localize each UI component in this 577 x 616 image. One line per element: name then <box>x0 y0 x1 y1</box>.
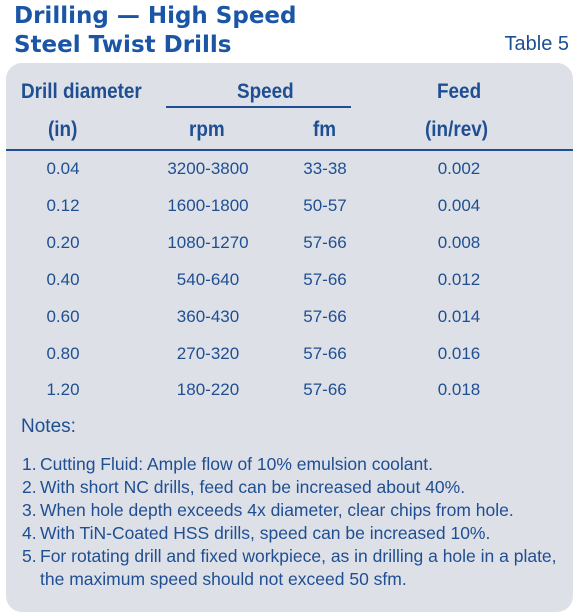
note-item: 4. With TiN-Coated HSS drills, speed can… <box>22 522 570 545</box>
header-drill-diameter: Drill diameter <box>21 80 142 103</box>
cell-diameter: 0.80 <box>46 344 80 363</box>
cell-diameter: 1.20 <box>46 380 80 399</box>
cell-fm: 57-66 <box>303 380 347 399</box>
cell-diameter: 0.40 <box>46 270 80 289</box>
cell-rpm: 3200-3800 <box>167 159 249 178</box>
note-number: 1. <box>22 454 37 474</box>
note-item: 1. Cutting Fluid: Ample flow of 10% emul… <box>22 453 570 476</box>
header-fm: fm <box>313 118 337 141</box>
cell-fm: 57-66 <box>303 270 347 289</box>
cell-rpm: 270-320 <box>176 344 240 363</box>
cell-fm: 33-38 <box>303 159 347 178</box>
header-rule <box>6 149 573 151</box>
header-rpm: rpm <box>189 118 225 141</box>
note-number: 3. <box>22 500 37 520</box>
note-number: 2. <box>22 477 37 497</box>
cell-feed: 0.002 <box>437 159 481 178</box>
cell-diameter: 0.04 <box>46 159 80 178</box>
cell-feed: 0.012 <box>437 270 481 289</box>
note-item: 2. With short NC drills, feed can be inc… <box>22 476 570 499</box>
table-label: Table 5 <box>504 33 570 55</box>
cell-rpm: 180-220 <box>176 380 240 399</box>
cell-diameter: 0.60 <box>46 307 80 326</box>
note-number: 5. <box>22 546 37 566</box>
note-number: 4. <box>22 523 37 543</box>
title-line-1: Drilling — High Speed <box>14 3 297 29</box>
note-item: 5. For rotating drill and fixed workpiec… <box>22 545 570 591</box>
page-title: Drilling — High Speed Steel Twist Drills <box>14 2 297 60</box>
cell-fm: 57-66 <box>303 307 347 326</box>
cell-fm: 50-57 <box>303 196 347 215</box>
cell-feed: 0.008 <box>437 233 481 252</box>
cell-rpm: 1080-1270 <box>167 233 249 252</box>
cell-feed: 0.016 <box>437 344 481 363</box>
header-drill-unit: (in) <box>48 118 78 141</box>
header-feed: Feed <box>437 80 482 103</box>
header-speed: Speed <box>237 80 294 103</box>
note-text: With TiN-Coated HSS drills, speed can be… <box>40 523 491 543</box>
notes-title: Notes: <box>21 416 76 437</box>
note-text: Cutting Fluid: Ample flow of 10% emulsio… <box>40 454 433 474</box>
speed-group-rule <box>166 106 351 108</box>
cell-rpm: 1600-1800 <box>167 196 249 215</box>
note-text: When hole depth exceeds 4x diameter, cle… <box>40 500 514 520</box>
table-panel <box>6 63 573 612</box>
cell-diameter: 0.20 <box>46 233 80 252</box>
header-feed-unit: (in/rev) <box>425 118 489 141</box>
cell-fm: 57-66 <box>303 233 347 252</box>
title-line-2: Steel Twist Drills <box>14 32 232 58</box>
cell-rpm: 540-640 <box>176 270 240 289</box>
cell-feed: 0.014 <box>437 307 481 326</box>
note-text: With short NC drills, feed can be increa… <box>40 477 466 497</box>
cell-rpm: 360-430 <box>176 307 240 326</box>
cell-feed: 0.018 <box>437 380 481 399</box>
notes-list: 1. Cutting Fluid: Ample flow of 10% emul… <box>22 453 570 591</box>
cell-diameter: 0.12 <box>46 196 80 215</box>
note-item: 3. When hole depth exceeds 4x diameter, … <box>22 499 570 522</box>
cell-fm: 57-66 <box>303 344 347 363</box>
cell-feed: 0.004 <box>437 196 481 215</box>
note-text: For rotating drill and fixed workpiece, … <box>40 546 557 589</box>
